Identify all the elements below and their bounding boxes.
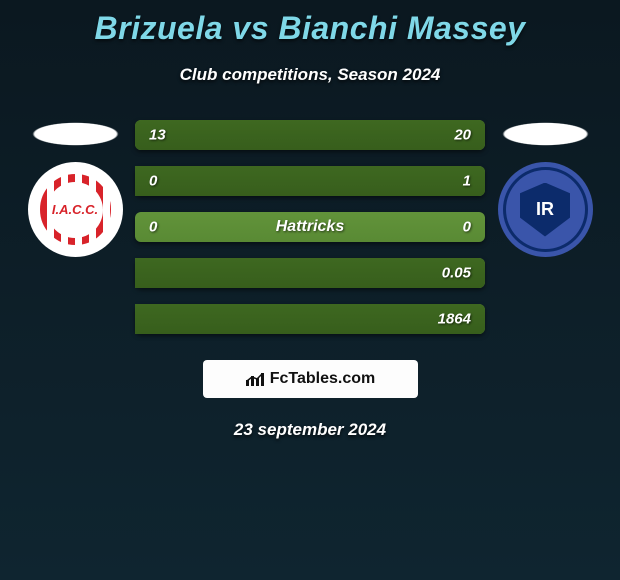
stat-bar: Goals per match0.05 [135,258,485,288]
comparison-body: I.A.C.C. Matches1320Goals01Hattricks00Go… [0,120,620,334]
stat-value-right: 1 [463,173,471,190]
source-badge[interactable]: FcTables.com [203,360,418,398]
subtitle: Club competitions, Season 2024 [0,65,620,85]
stat-value-right: 0.05 [442,265,471,282]
stat-bar: Matches1320 [135,120,485,150]
left-player-column: I.A.C.C. [15,120,135,257]
comparison-card: Brizuela vs Bianchi Massey Club competit… [0,0,620,440]
bar-fill-right [272,120,486,150]
stat-label: Hattricks [276,218,344,236]
stat-value-right: 20 [454,127,471,144]
stat-value-right: 0 [463,219,471,236]
stat-bar: Min per goal1864 [135,304,485,334]
bar-fill-right [135,166,485,196]
player-silhouette-icon [493,120,598,148]
stat-value-left: 0 [149,173,157,190]
bar-chart-icon [245,371,265,387]
date-label: 23 september 2024 [0,420,620,440]
stat-bar: Goals01 [135,166,485,196]
player-silhouette-icon [23,120,128,148]
stat-bars: Matches1320Goals01Hattricks00Goals per m… [135,120,485,334]
bar-fill-right [135,304,485,334]
page-title: Brizuela vs Bianchi Massey [0,10,620,47]
stat-value-left: 0 [149,219,157,236]
team-crest-left-label: I.A.C.C. [47,182,103,238]
stat-value-right: 1864 [438,311,471,328]
right-player-column: IR [485,120,605,257]
team-crest-left: I.A.C.C. [28,162,123,257]
bar-fill-right [135,258,485,288]
stat-bar: Hattricks 0 0 [135,212,485,242]
source-label: FcTables.com [270,370,376,388]
team-crest-right-label: IR [520,183,570,237]
team-crest-right: IR [498,162,593,257]
stat-value-left: 13 [149,127,166,144]
